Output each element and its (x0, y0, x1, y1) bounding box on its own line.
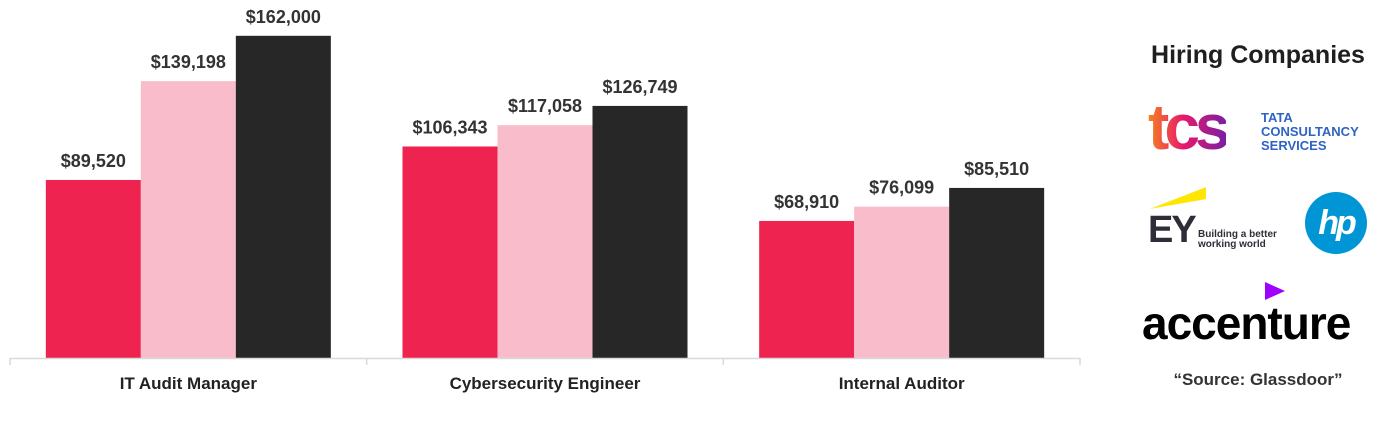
hiring-companies-panel: Hiring Companies tcs TATA CONSULTANCY SE… (1118, 0, 1398, 432)
bars-group (45, 35, 1045, 359)
value-label-0-2: $162,000 (246, 7, 321, 27)
value-label-1-2: $126,749 (602, 77, 677, 97)
value-label-2-2: $85,510 (964, 159, 1029, 179)
tcs-logo-text: TATA CONSULTANCY SERVICES (1261, 111, 1359, 153)
ey-logo: EY Building a better working world (1148, 187, 1298, 260)
ey-logo-beam (1150, 187, 1206, 209)
bar-2-0 (759, 220, 855, 358)
ey-logo-tagline-2: working world (1198, 239, 1266, 250)
hiring-companies-title: Hiring Companies (1151, 41, 1365, 69)
value-labels-group: $89,520 $139,198 $162,000 $106,343 $117,058 $… (61, 7, 1029, 212)
bar-0-0 (45, 179, 141, 358)
bar-1-2 (592, 105, 688, 358)
x-axis-ticks (9, 358, 1081, 365)
tcs-logo-line1: TATA (1261, 110, 1293, 125)
value-label-0-0: $89,520 (61, 151, 126, 171)
category-label-0: IT Audit Manager (120, 374, 258, 393)
value-label-0-1: $139,198 (151, 52, 226, 72)
ey-logo-tagline-1: Building a better (1198, 229, 1277, 240)
value-label-2-0: $68,910 (774, 192, 839, 212)
accenture-logo-mark: accenture (1142, 297, 1351, 349)
bar-2-1 (854, 206, 950, 358)
value-label-1-1: $117,058 (508, 96, 582, 116)
tcs-logo-line3: SERVICES (1261, 138, 1327, 153)
bar-1-0 (402, 146, 498, 358)
ey-logo-tagline: Building a better working world (1198, 230, 1277, 250)
value-label-2-1: $76,099 (869, 178, 934, 198)
bar-2-2 (949, 187, 1045, 358)
source-note: “Source: Glassdoor” (1173, 370, 1343, 389)
tcs-logo: tcs TATA CONSULTANCY SERVICES (1148, 92, 1378, 162)
category-label-1: Cybersecurity Engineer (450, 374, 641, 393)
hp-logo: hp (1305, 192, 1367, 254)
bar-1-1 (497, 125, 593, 358)
accenture-chevron-icon (1265, 282, 1285, 300)
tcs-logo-line2: CONSULTANCY (1261, 124, 1359, 139)
bar-0-1 (140, 81, 236, 359)
category-label-2: Internal Auditor (839, 374, 965, 393)
tcs-logo-mark: tcs (1148, 91, 1230, 163)
accenture-logo: accenture (1142, 282, 1382, 352)
ey-logo-mark: EY (1148, 209, 1197, 251)
hp-logo-mark: hp (1318, 204, 1357, 242)
bar-0-2 (235, 35, 331, 359)
value-label-1-0: $106,343 (412, 117, 487, 137)
category-labels-group: IT Audit Manager Cybersecurity Engineer In… (120, 374, 965, 393)
salary-bar-chart: $89,520 $139,198 $162,000 $106,343 $117,058 $… (9, 7, 1081, 393)
